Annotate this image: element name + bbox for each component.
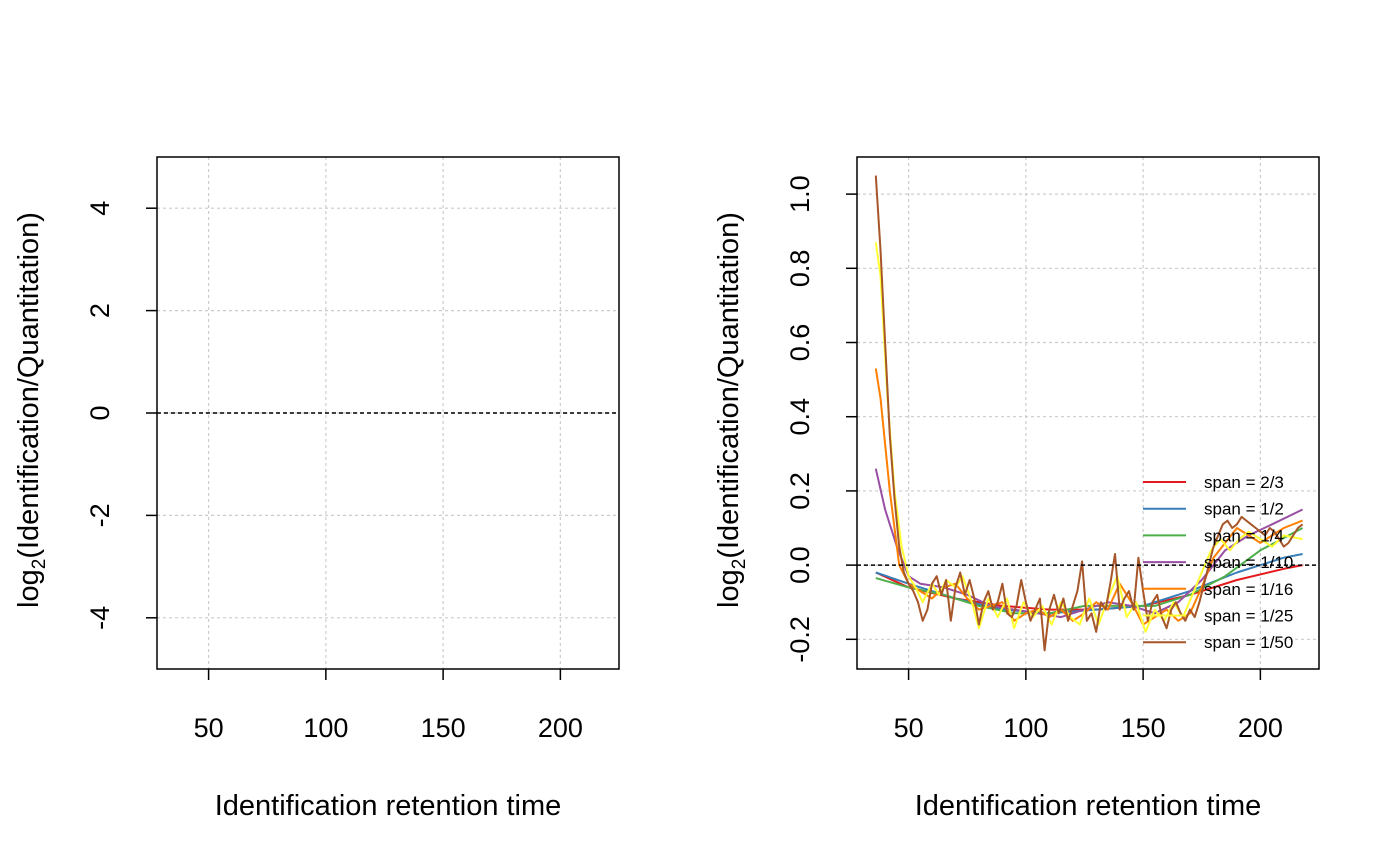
y-tick-label: 2 <box>85 303 115 318</box>
series-group <box>874 175 1304 652</box>
y-tick-label: 1.0 <box>785 175 815 213</box>
y-tick-label: 0 <box>85 405 115 420</box>
legend-label: span = 1/16 <box>1204 580 1293 599</box>
y-tick-label: 0.8 <box>785 250 815 288</box>
x-tick-label: 150 <box>1121 713 1166 743</box>
series-line <box>874 368 1303 626</box>
x-tick-label: 150 <box>421 713 466 743</box>
x-tick-label: 50 <box>194 713 224 743</box>
x-tick-label: 200 <box>538 713 583 743</box>
y-axis-title: log2(Identification/Quantitation) <box>13 212 50 608</box>
y-tick-label: -2 <box>85 503 115 527</box>
plot-frame <box>856 156 1320 670</box>
y-tick-label: 0.2 <box>785 472 815 510</box>
series-line <box>874 468 1304 619</box>
legend-label: span = 2/3 <box>1204 473 1284 492</box>
series-line <box>874 175 1304 652</box>
y-tick-label: -4 <box>85 606 115 630</box>
x-tick-label: 50 <box>894 713 924 743</box>
series-line <box>874 242 1303 633</box>
legend-label: span = 1/50 <box>1204 633 1293 652</box>
legend-label: span = 1/10 <box>1204 553 1293 572</box>
x-axis-title: Identification retention time <box>915 790 1262 822</box>
legend-label: span = 1/4 <box>1204 526 1284 545</box>
x-axis-title: Identification retention time <box>215 790 562 822</box>
legend-label: span = 1/2 <box>1204 500 1284 519</box>
y-tick-label: 0.4 <box>785 398 815 436</box>
y-tick-label: 0.0 <box>785 546 815 584</box>
legend-label: span = 1/25 <box>1204 607 1293 626</box>
right-panel: 50 100 150 200 -0.2 0.0 0.2 0.4 0.6 0.8 1.0 Identif… <box>713 156 1320 822</box>
x-tick-label: 100 <box>303 713 348 743</box>
grid <box>857 157 1319 669</box>
legend: span = 2/3 span = 1/2 span = 1/4 span = 1/1… <box>1143 473 1293 652</box>
x-tick-label: 200 <box>1238 713 1283 743</box>
y-tick-label: 0.6 <box>785 324 815 362</box>
y-tick-label: 4 <box>85 201 115 216</box>
y-tick-label: -0.2 <box>785 616 815 663</box>
series-line <box>875 527 1304 615</box>
x-tick-label: 100 <box>1003 713 1048 743</box>
y-axis-title: log2(Identification/Quantitation) <box>713 212 750 608</box>
left-panel: 50 100 150 200 -4 -2 0 2 4 Identification retenti… <box>13 156 620 822</box>
